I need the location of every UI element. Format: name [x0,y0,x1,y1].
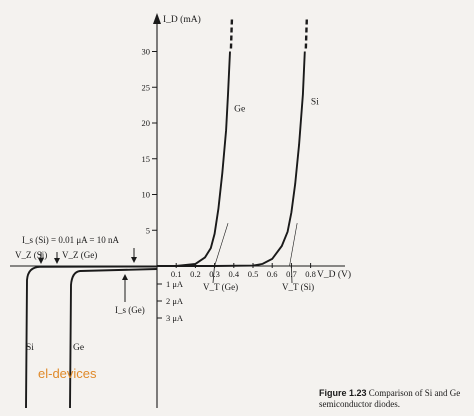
y-tick-label: 25 [142,82,151,92]
y-tick-label: 10 [142,190,151,200]
y-tick-label: 15 [142,154,151,164]
x-tick-label: 0.5 [248,269,259,279]
caption-text: Comparison of Si and Ge semiconductor di… [319,388,461,409]
y-tick-label: 30 [142,47,151,57]
watermark-text: el-devices [38,366,97,381]
x-axis-title: V_D (V) [317,269,351,280]
is-si-annotation: I_s (Si) = 0.01 μA = 10 nA [22,235,119,245]
x-tick-label: 0.1 [171,269,182,279]
y-axis-arrow [153,13,161,24]
vz-ge-label: V_Z (Ge) [62,250,97,260]
figure-caption: Figure 1.23 Comparison of Si and Ge semi… [319,388,471,410]
x-tick-label: 0.2 [190,269,201,279]
vz-si-label: V_Z (Si) [15,250,47,260]
vt-si-leader [291,264,293,284]
series-si-continuation [304,17,309,49]
x-tick-label: 0.6 [267,269,278,279]
ge-lower-curve-label: Ge [73,343,84,353]
x-tick-label: 0.8 [305,269,316,279]
is-si-arrow-head [131,257,137,263]
series-si-curve [157,51,306,267]
x-tick-label: 0.3 [209,269,220,279]
x-tick-label: 0.4 [228,269,239,279]
vt-ge-projection [214,223,229,267]
vt-si-label: V_T (Si) [282,282,314,292]
vt-ge-leader [212,264,215,284]
reverse-tick-label: 1 μA [166,279,184,289]
vt-si-projection [289,223,298,267]
vz-ge-arrow-head [54,258,60,264]
vz-si-arrow-head [38,258,44,264]
y-tick-label: 5 [146,225,150,235]
caption-label: Figure 1.23 [319,388,367,398]
series-si-label: Si [311,98,319,108]
is-ge-arrow-head [122,274,128,280]
vt-ge-label: V_T (Ge) [203,282,238,292]
series-ge-label: Ge [234,105,245,115]
series-ge-continuation [229,17,234,49]
si-lower-curve-label: Si [26,343,34,353]
reverse-tick-label: 3 μA [166,313,184,323]
ge-reverse-curve [69,268,158,409]
is-ge-label: I_s (Ge) [115,305,145,315]
y-tick-label: 20 [142,118,151,128]
reverse-tick-label: 2 μA [166,296,184,306]
y-axis-title: I_D (mA) [163,14,201,25]
series-ge-curve [156,51,231,267]
si-reverse-curve [25,265,158,409]
